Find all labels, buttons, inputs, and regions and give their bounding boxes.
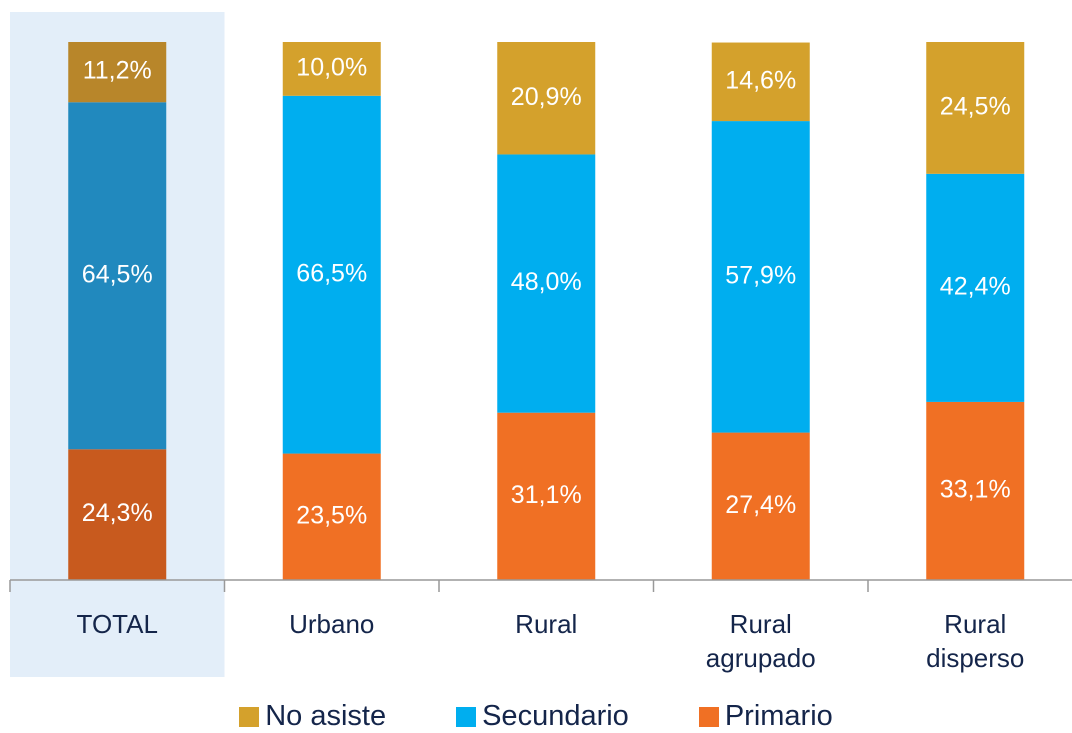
x-tick-label: Rural: [515, 609, 578, 639]
legend-swatch: [698, 706, 719, 727]
value-label: 42,4%: [940, 272, 1011, 300]
bar-segment: [711, 42, 810, 122]
value-label: 14,6%: [725, 66, 796, 94]
bar-segment: [926, 401, 1025, 580]
bar-segment: [497, 154, 596, 413]
value-label: 66,5%: [296, 259, 367, 287]
bar-segment: [68, 102, 167, 450]
bar-segment: [711, 432, 810, 580]
bar-segment: [282, 42, 381, 96]
x-tick-label: Urbano: [289, 609, 375, 639]
value-label: 64,5%: [82, 260, 153, 288]
legend-label: Secundario: [482, 700, 629, 732]
value-label: 31,1%: [511, 481, 582, 509]
bar-segment: [68, 42, 167, 103]
value-label: 24,5%: [940, 93, 1011, 121]
value-label: 20,9%: [511, 83, 582, 111]
legend-swatch: [239, 706, 260, 727]
legend-swatch: [456, 706, 477, 727]
bar-segment: [711, 121, 810, 433]
legend: No asiste Secundario Primario: [0, 700, 1072, 733]
x-tick-label: TOTAL: [76, 609, 158, 639]
bar-segment: [68, 449, 167, 580]
bar-segment: [497, 42, 596, 155]
bar-segment: [282, 453, 381, 580]
value-label: 33,1%: [940, 476, 1011, 504]
x-tick-label: Rural agrupado: [705, 609, 816, 673]
legend-item: Primario: [698, 700, 833, 733]
value-label: 57,9%: [725, 261, 796, 289]
value-label: 11,2%: [83, 57, 152, 85]
value-label: 23,5%: [296, 501, 367, 529]
legend-label: Primario: [724, 700, 833, 732]
value-label: 10,0%: [296, 54, 367, 82]
legend-item: Secundario: [456, 700, 629, 733]
bar-segment: [926, 173, 1025, 402]
value-label: 27,4%: [725, 491, 796, 519]
value-label: 24,3%: [82, 499, 153, 527]
x-tick-label: Rural disperso: [926, 609, 1025, 673]
bar-segment: [926, 42, 1025, 174]
legend-item: No asiste: [239, 700, 386, 733]
value-label: 48,0%: [511, 268, 582, 296]
bar-segment: [282, 95, 381, 454]
bar-segment: [497, 412, 596, 580]
legend-label: No asiste: [265, 700, 387, 732]
